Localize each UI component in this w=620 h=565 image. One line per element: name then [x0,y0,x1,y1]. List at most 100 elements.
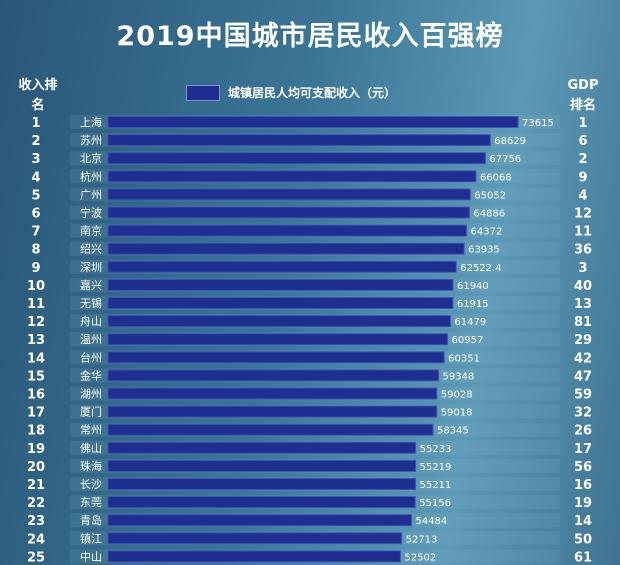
gdp-rank-label: 32 [574,406,592,421]
bar [107,224,468,237]
bar [107,351,445,364]
gdp-rank-label: 3 [578,261,587,276]
gdp-rank-label: 61 [574,550,592,565]
data-label: 61940 [457,281,489,292]
data-label: 63935 [468,245,500,256]
data-label: 54484 [415,516,447,527]
income-rank-label: 15 [27,369,45,384]
bar [107,441,417,454]
category-label: 镇江 [80,531,102,545]
category-label: 常州 [80,424,102,437]
bar [107,116,519,128]
income-rank-label: 25 [27,550,45,565]
income-rank-label: 4 [31,170,40,185]
data-label: 61479 [454,317,486,328]
gdp-rank-label: 4 [578,188,587,203]
category-label: 嘉兴 [80,278,102,292]
category-label: 杭州 [80,169,102,183]
data-label: 52502 [404,552,436,563]
bar [107,423,434,436]
income-rank-label: 12 [27,315,45,330]
data-label: 62522.4 [460,263,501,274]
gdp-rank-label: 1 [578,116,587,131]
income-rank-label: 5 [31,188,40,203]
category-label: 温州 [80,333,102,346]
income-rank-label: 6 [31,207,40,222]
income-rank-label: 21 [27,478,45,493]
data-label: 52713 [406,534,438,545]
income-rank-label: 3 [31,152,40,167]
gdp-rank-label: 14 [574,514,592,529]
bar [107,405,438,418]
bar [107,496,416,509]
category-label: 中山 [80,550,102,563]
legend-label: 城镇居民人均可支配收入（元） [228,86,397,100]
gdp-rank-label: 36 [574,243,592,258]
income-rank-label: 11 [27,297,45,312]
data-label: 73615 [522,118,554,129]
income-rank-label: 16 [27,388,45,403]
bar [107,278,454,291]
income-rank-label: 24 [27,532,45,547]
data-label: 55219 [420,462,452,473]
income-rank-label: 14 [27,351,45,366]
category-label: 台州 [80,350,102,364]
gdp-rank-label: 26 [574,424,592,439]
data-label: 60351 [448,353,480,364]
gdp-rank-label: 59 [574,388,592,403]
category-label: 厦门 [80,405,102,419]
income-rank-label: 23 [27,514,45,529]
bar [107,134,491,147]
category-label: 舟山 [80,314,102,328]
income-rank-label: 1 [31,116,40,131]
bar [107,152,486,165]
gdp-rank-label: 2 [578,152,587,167]
bar [107,242,465,255]
gdp-rank-label: 50 [574,532,592,547]
income-rank-label: 2 [31,134,40,149]
category-label: 广州 [80,188,102,201]
gdp-rank-label: 19 [574,496,592,511]
data-label: 59348 [443,371,475,382]
category-label: 北京 [80,151,102,165]
bar [107,297,454,309]
bar [107,478,416,490]
income-rank-label: 17 [27,406,45,421]
gdp-rank-header: GDP排名 [567,78,599,113]
category-label: 珠海 [80,459,102,473]
category-label: 湖州 [80,388,102,401]
gdp-rank-label: 81 [574,315,592,330]
bar [107,459,417,472]
gdp-rank-label: 12 [574,207,592,222]
data-label: 55233 [420,444,452,455]
category-label: 佛山 [80,442,102,455]
legend: 城镇居民人均可支配收入（元） [186,84,396,101]
bar [107,550,401,563]
category-label: 东莞 [80,496,102,509]
bar [107,260,457,273]
bar [107,387,438,400]
income-rank-label: 9 [31,261,40,276]
gdp-rank-label: 6 [578,134,587,149]
category-label: 绍兴 [80,242,102,256]
data-label: 60957 [452,335,484,346]
category-label: 南京 [80,224,102,238]
gdp-rank-label: 56 [574,460,592,475]
gdp-rank-label: 40 [574,279,592,294]
category-label: 深圳 [80,261,102,274]
income-rank-label: 10 [27,279,45,294]
data-label: 61915 [457,299,489,310]
gdp-rank-label: 9 [578,170,587,185]
data-label: 64372 [471,227,503,238]
bar [107,514,412,527]
category-label: 金华 [80,368,102,382]
income-rank-label: 20 [27,460,45,475]
gdp-rank-label: 42 [574,351,592,366]
legend-swatch [186,84,220,101]
income-rank-label: 18 [27,424,45,439]
gdp-rank-label: 29 [574,333,592,348]
category-label: 青岛 [80,513,102,527]
category-label: 无锡 [80,296,102,310]
gdp-rank-label: 11 [574,225,592,240]
